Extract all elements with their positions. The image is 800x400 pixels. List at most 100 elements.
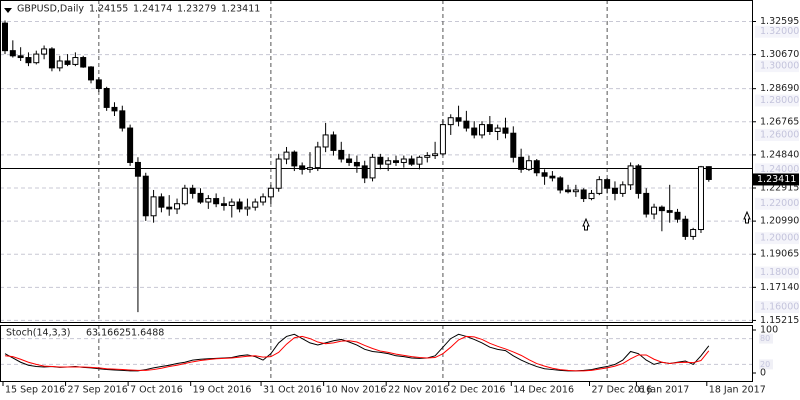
level-label: 1.26000 bbox=[760, 129, 799, 140]
candle-body bbox=[299, 165, 306, 170]
x-tick-label: 18 Jan 2017 bbox=[709, 385, 766, 396]
candle-body bbox=[690, 229, 697, 237]
y-tick-label: 1.22915 bbox=[760, 182, 799, 193]
level-label: 80 bbox=[760, 334, 770, 343]
candle-body bbox=[432, 153, 439, 157]
up-arrow-marker bbox=[743, 210, 751, 224]
y-tick-label: 100 bbox=[760, 324, 778, 335]
candle-body bbox=[682, 218, 689, 237]
candle-body bbox=[533, 160, 540, 174]
level-box bbox=[755, 266, 799, 279]
candle-body bbox=[275, 158, 282, 189]
candle-body bbox=[604, 179, 611, 189]
candle-body bbox=[580, 189, 587, 200]
candle-body bbox=[119, 110, 126, 129]
candle-body bbox=[619, 184, 626, 194]
level-label: 1.30000 bbox=[760, 61, 799, 72]
candle-body bbox=[134, 161, 141, 177]
candle-body bbox=[2, 22, 8, 52]
candle-body bbox=[643, 192, 650, 215]
candle-body bbox=[611, 187, 618, 194]
level-box bbox=[755, 197, 799, 210]
candle-body bbox=[181, 187, 188, 205]
candle-body bbox=[494, 127, 501, 132]
candle-body bbox=[88, 66, 95, 81]
candle-body bbox=[565, 189, 572, 193]
x-tick-label: 31 Oct 2016 bbox=[263, 385, 322, 396]
candle-body bbox=[306, 167, 313, 170]
candle-body bbox=[80, 57, 87, 68]
candle-body bbox=[314, 146, 321, 169]
candle-body bbox=[25, 57, 32, 64]
candle-body bbox=[213, 198, 220, 205]
candle-body bbox=[33, 53, 40, 64]
level-box bbox=[759, 333, 773, 344]
y-tick-label: 1.32595 bbox=[760, 16, 799, 27]
candle-body bbox=[252, 201, 259, 208]
level-box bbox=[755, 60, 799, 73]
collapse-icon[interactable] bbox=[4, 8, 12, 13]
level-label: 1.32000 bbox=[760, 26, 799, 37]
stoch-lines bbox=[4, 333, 710, 372]
candle-body bbox=[588, 192, 595, 200]
candle-body bbox=[377, 156, 384, 165]
candle-body bbox=[95, 79, 102, 89]
y-tick-label: 1.15215 bbox=[760, 315, 799, 326]
candle-body bbox=[447, 117, 454, 126]
candle-body bbox=[518, 156, 525, 170]
y-tick-label: 1.28690 bbox=[760, 83, 799, 94]
candle-body bbox=[697, 166, 704, 231]
candle-body bbox=[416, 156, 423, 165]
level-box bbox=[759, 359, 773, 370]
level-label: 1.22000 bbox=[760, 198, 799, 209]
candle-body bbox=[479, 124, 486, 136]
level-label: 1.18000 bbox=[760, 267, 799, 278]
up-arrow-marker bbox=[582, 217, 590, 231]
candle-body bbox=[557, 177, 564, 191]
candle-body bbox=[572, 189, 579, 193]
candle-body bbox=[228, 201, 235, 206]
x-tick-label: 7 Oct 2016 bbox=[130, 385, 183, 396]
x-tick-label: 14 Dec 2016 bbox=[513, 385, 574, 396]
y-tick-label: 0 bbox=[760, 368, 766, 379]
candle-body bbox=[244, 206, 251, 210]
candle-body bbox=[220, 203, 227, 206]
candle-body bbox=[424, 155, 431, 158]
candle-body bbox=[142, 175, 149, 217]
x-tick-label: 6 Jan 2017 bbox=[638, 385, 689, 396]
y-tick-label: 1.19065 bbox=[760, 249, 799, 260]
level-label: 1.16000 bbox=[760, 301, 799, 312]
candle-body bbox=[471, 127, 478, 136]
candle-body bbox=[346, 158, 353, 163]
candle-body bbox=[353, 161, 360, 167]
candle-body bbox=[666, 210, 673, 213]
candle-body bbox=[510, 132, 517, 158]
candle-body bbox=[705, 166, 712, 180]
candle-body bbox=[72, 57, 79, 65]
candle-body bbox=[338, 149, 345, 160]
candle-body bbox=[385, 160, 392, 165]
candle-body bbox=[197, 192, 204, 203]
level-box bbox=[755, 94, 799, 107]
level-box bbox=[755, 163, 799, 176]
y-tick-label: 1.24840 bbox=[760, 149, 799, 160]
level-box bbox=[755, 232, 799, 245]
x-tick-label: 19 Oct 2016 bbox=[193, 385, 252, 396]
candle-body bbox=[400, 158, 407, 163]
stoch-line bbox=[4, 333, 710, 372]
candle-body bbox=[635, 165, 642, 194]
candle-body bbox=[111, 106, 118, 112]
candle-body bbox=[393, 160, 399, 163]
candle-body bbox=[369, 156, 376, 179]
candle-body bbox=[541, 172, 548, 177]
level-box bbox=[755, 128, 799, 141]
candle-body bbox=[158, 196, 165, 208]
candle-body bbox=[48, 48, 55, 69]
ohlc-close: 1.23411 bbox=[221, 4, 260, 15]
candle-body bbox=[674, 211, 681, 220]
candle-body bbox=[439, 124, 446, 155]
x-tick-label: 27 Dec 2016 bbox=[592, 385, 653, 396]
x-tick-label: 15 Sep 2016 bbox=[5, 385, 65, 396]
y-tick-label: 1.30670 bbox=[760, 49, 799, 60]
